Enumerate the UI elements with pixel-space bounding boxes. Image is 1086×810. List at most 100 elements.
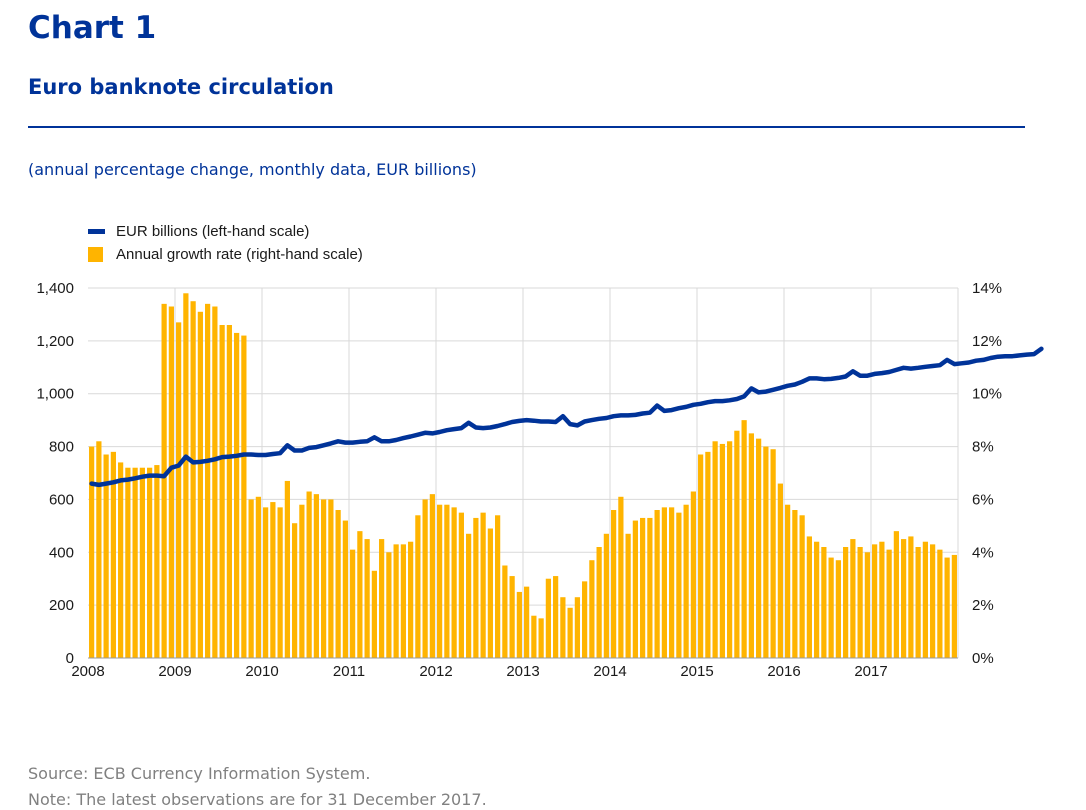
growth-bar [690, 491, 696, 658]
right-tick-label: 12% [972, 333, 1002, 350]
growth-bar [255, 496, 261, 658]
growth-bar [132, 467, 138, 658]
growth-bar [364, 539, 370, 658]
growth-bar [524, 586, 530, 658]
legend-item-line: EUR billions (left-hand scale) [88, 220, 363, 243]
growth-bar [219, 325, 225, 658]
left-tick-label: 1,200 [36, 333, 74, 350]
growth-bar [705, 451, 711, 658]
growth-bar [313, 494, 319, 658]
growth-bar [857, 547, 863, 658]
growth-bar [89, 446, 95, 658]
x-tick-label: 2015 [680, 663, 713, 680]
growth-bar [292, 523, 298, 658]
right-tick-label: 14% [972, 280, 1002, 297]
growth-bar [487, 528, 493, 658]
chart-subtitle: Euro banknote circulation [28, 75, 334, 99]
growth-bar [531, 615, 537, 658]
x-tick-label: 2012 [419, 663, 452, 680]
growth-bar [176, 322, 182, 658]
growth-bar [893, 531, 899, 658]
growth-bar [603, 533, 609, 658]
growth-bar [321, 499, 327, 658]
legend-label-line: EUR billions (left-hand scale) [116, 223, 310, 240]
growth-bar [335, 510, 341, 658]
right-tick-label: 2% [972, 597, 994, 614]
growth-bar [371, 570, 377, 658]
growth-bar [422, 499, 428, 658]
growth-bar [886, 549, 892, 658]
growth-bar [299, 504, 305, 658]
growth-bar [466, 533, 472, 658]
growth-bar [872, 544, 878, 658]
growth-bar [473, 517, 479, 658]
growth-bar [763, 446, 769, 658]
growth-bar [125, 467, 131, 658]
growth-bar [306, 491, 312, 658]
growth-bar [248, 499, 254, 658]
chart-legend: EUR billions (left-hand scale) Annual gr… [88, 220, 363, 266]
growth-bar [538, 618, 544, 658]
growth-bar [864, 552, 870, 658]
left-tick-label: 200 [49, 597, 74, 614]
growth-bar [197, 311, 203, 658]
growth-bar [458, 512, 464, 658]
growth-bar [901, 539, 907, 658]
growth-bar [799, 515, 805, 658]
growth-bar [915, 547, 921, 658]
growth-bar [922, 541, 928, 658]
x-tick-label: 2016 [767, 663, 800, 680]
left-tick-label: 800 [49, 439, 74, 456]
growth-bar [270, 502, 276, 658]
growth-bar [908, 536, 914, 658]
growth-bar [545, 578, 551, 658]
growth-bar [712, 441, 718, 658]
growth-bar [161, 303, 167, 658]
growth-bar [951, 554, 957, 658]
growth-bar [806, 536, 812, 658]
growth-bar [669, 507, 675, 658]
growth-bar [226, 325, 232, 658]
source-note: Source: ECB Currency Information System. [28, 764, 371, 783]
growth-bar [553, 576, 559, 658]
left-tick-label: 400 [49, 544, 74, 561]
growth-bar [350, 549, 356, 658]
growth-bar [408, 541, 414, 658]
growth-bar [154, 465, 160, 658]
x-tick-label: 2017 [854, 663, 887, 680]
growth-bar [96, 441, 102, 658]
growth-bar [676, 512, 682, 658]
growth-bar [596, 547, 602, 658]
legend-line-swatch [88, 229, 105, 234]
growth-bar [661, 507, 667, 658]
growth-bar [821, 547, 827, 658]
growth-bar [444, 504, 450, 658]
circulation-line [89, 346, 1044, 488]
growth-bar [118, 462, 124, 658]
growth-bar [168, 306, 174, 658]
growth-bar [589, 560, 595, 658]
growth-bar [567, 607, 573, 658]
growth-bar [828, 557, 834, 658]
chart-svg: 0 200 400 600 800 1,000 1,200 1,400 0% 2% 4% 6% 8% 10… [36, 280, 1044, 680]
growth-bar [640, 517, 646, 658]
x-tick-label: 2011 [333, 663, 365, 680]
chart-title: Chart 1 [28, 10, 157, 46]
growth-bar [850, 539, 856, 658]
growth-bar [190, 301, 196, 658]
growth-bar [756, 438, 762, 658]
chart-units: (annual percentage change, monthly data,… [28, 160, 477, 179]
growth-bar [843, 547, 849, 658]
growth-bar [212, 306, 218, 658]
growth-bar [582, 581, 588, 658]
growth-bar [734, 430, 740, 658]
growth-bar [727, 441, 733, 658]
growth-bar [879, 541, 885, 658]
growth-bar [777, 483, 783, 658]
growth-bar [103, 454, 109, 658]
growth-bar [683, 504, 689, 658]
growth-bar [792, 510, 798, 658]
legend-label-bar: Annual growth rate (right-hand scale) [116, 246, 363, 263]
growth-bar [574, 597, 580, 658]
x-tick-label: 2014 [593, 663, 626, 680]
